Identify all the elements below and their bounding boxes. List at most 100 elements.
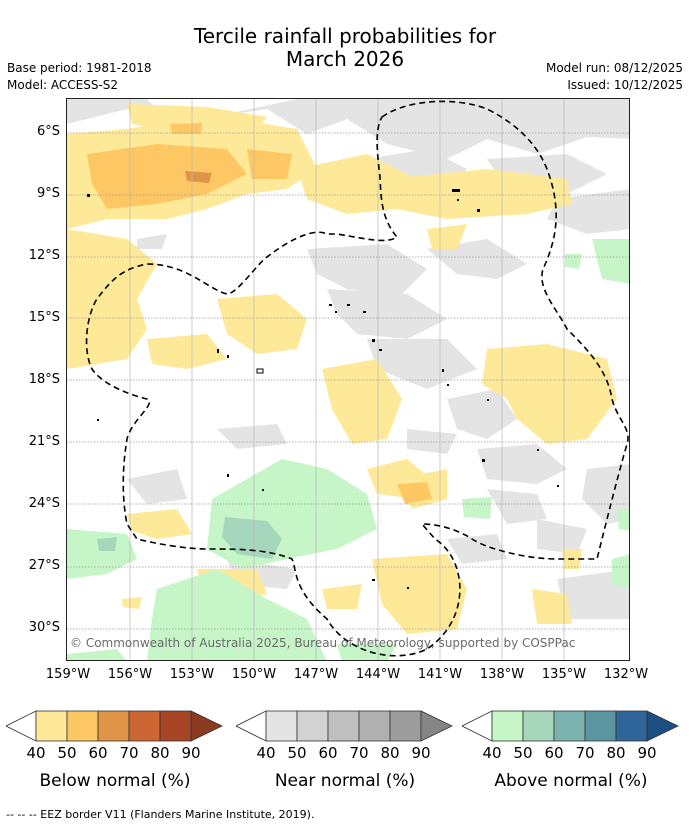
above-normal-patch [617, 509, 629, 531]
below-normal-patch [387, 169, 572, 219]
island [363, 311, 366, 313]
below-normal-patch [532, 589, 572, 624]
colorbar-near-title: Near normal (%) [274, 771, 416, 791]
cbar-segment [265, 710, 298, 742]
cbar-min-arrow [235, 710, 267, 742]
longitude-gridlines [129, 99, 565, 660]
cbar-tick: 50 [287, 744, 307, 762]
near-normal-areas [67, 99, 629, 619]
below-normal-60-areas [87, 123, 432, 504]
island [537, 449, 539, 451]
cbar-max-arrow [190, 710, 223, 742]
below-normal-patch [127, 509, 192, 539]
cbar-tick: 80 [606, 744, 626, 762]
island [487, 399, 489, 401]
cbar-tick: 70 [349, 744, 369, 762]
above-normal-patch [67, 529, 137, 579]
cbar-tick: 80 [150, 744, 170, 762]
map-title-line1: Tercile rainfall probabilities for [193, 24, 497, 48]
colorbar-near-ticks: 40 50 60 70 80 90 [236, 744, 454, 764]
eez-legend-note: -- -- -- EEZ border V11 (Flanders Marine… [6, 808, 315, 821]
cbar-tick: 90 [181, 744, 201, 762]
above-normal-patch [207, 459, 377, 569]
below-normal-patch [217, 294, 307, 354]
island [347, 304, 350, 306]
lat-label: 9°S [36, 186, 60, 201]
map-canvas: © Commonwealth of Australia 2025, Bureau… [67, 99, 629, 660]
lon-label: 138°W [479, 667, 525, 682]
cbar-segment [522, 710, 555, 742]
colorbar-below-title: Below normal (%) [39, 771, 191, 791]
island [256, 368, 264, 374]
cbar-segment [358, 710, 391, 742]
island [372, 339, 375, 342]
eez-border [85, 100, 629, 657]
near-normal-patch [477, 444, 567, 484]
near-normal-patch [537, 519, 587, 554]
lat-label: 27°S [28, 558, 60, 573]
island [329, 304, 332, 306]
islands [87, 189, 559, 589]
cbar-segment [128, 710, 161, 742]
cbar-min-arrow [461, 710, 493, 742]
below-normal-patch [147, 334, 227, 369]
near-normal-patch [217, 424, 287, 449]
near-normal-patch [447, 534, 507, 564]
near-normal-patch [67, 99, 629, 159]
colorbar-near [235, 710, 454, 742]
island [457, 199, 459, 201]
colorbar-near-svg [235, 710, 453, 742]
colorbar-below [5, 710, 224, 742]
cbar-segment [553, 710, 586, 742]
cbar-tick: 90 [637, 744, 657, 762]
cbar-tick: 40 [26, 744, 46, 762]
colorbar-above [461, 710, 680, 742]
island [379, 349, 382, 351]
map-title-line2: March 2026 [285, 47, 405, 71]
cbar-segment [615, 710, 648, 742]
above-normal-patch [462, 497, 492, 519]
near-normal-patch [307, 244, 427, 299]
cbar-segment [66, 710, 99, 742]
near-normal-patch [487, 489, 547, 524]
below-normal-patch [297, 154, 417, 214]
island [477, 209, 480, 212]
cbar-tick: 50 [57, 744, 77, 762]
below-normal-patch [122, 597, 142, 609]
latitude-gridlines [67, 132, 629, 630]
island [442, 369, 444, 372]
cbar-max-arrow [420, 710, 453, 742]
near-normal-patch [327, 289, 447, 339]
cbar-tick: 60 [88, 744, 108, 762]
cbar-segment [159, 710, 192, 742]
cbar-max-arrow [646, 710, 679, 742]
cbar-tick: 60 [318, 744, 338, 762]
island [227, 474, 229, 477]
cbar-segment [35, 710, 68, 742]
island [335, 311, 337, 313]
lon-label: 156°W [107, 667, 153, 682]
near-normal-patch [137, 234, 167, 249]
below-60-patch [247, 149, 292, 179]
below-normal-patch [482, 344, 617, 444]
island [407, 587, 409, 589]
lat-label: 24°S [28, 496, 60, 511]
cbar-tick: 40 [482, 744, 502, 762]
rainfall-map: © Commonwealth of Australia 2025, Bureau… [66, 98, 630, 661]
cbar-segment [584, 710, 617, 742]
lat-label: 15°S [28, 310, 60, 325]
colorbar-below-svg [5, 710, 223, 742]
lat-label: 18°S [28, 372, 60, 387]
below-normal-patch [127, 104, 267, 134]
colorbar-above-title: Above normal (%) [494, 771, 648, 791]
above-normal-patch [337, 644, 397, 660]
below-normal-patch [372, 554, 467, 634]
colorbar-below-ticks: 40 50 60 70 80 90 [6, 744, 224, 764]
below-60-patch [170, 123, 202, 134]
cbar-segment [327, 710, 360, 742]
cbar-segment [97, 710, 130, 742]
cbar-tick: 90 [411, 744, 431, 762]
lat-label: 12°S [28, 248, 60, 263]
island [262, 489, 264, 491]
lon-label: 159°W [45, 667, 91, 682]
